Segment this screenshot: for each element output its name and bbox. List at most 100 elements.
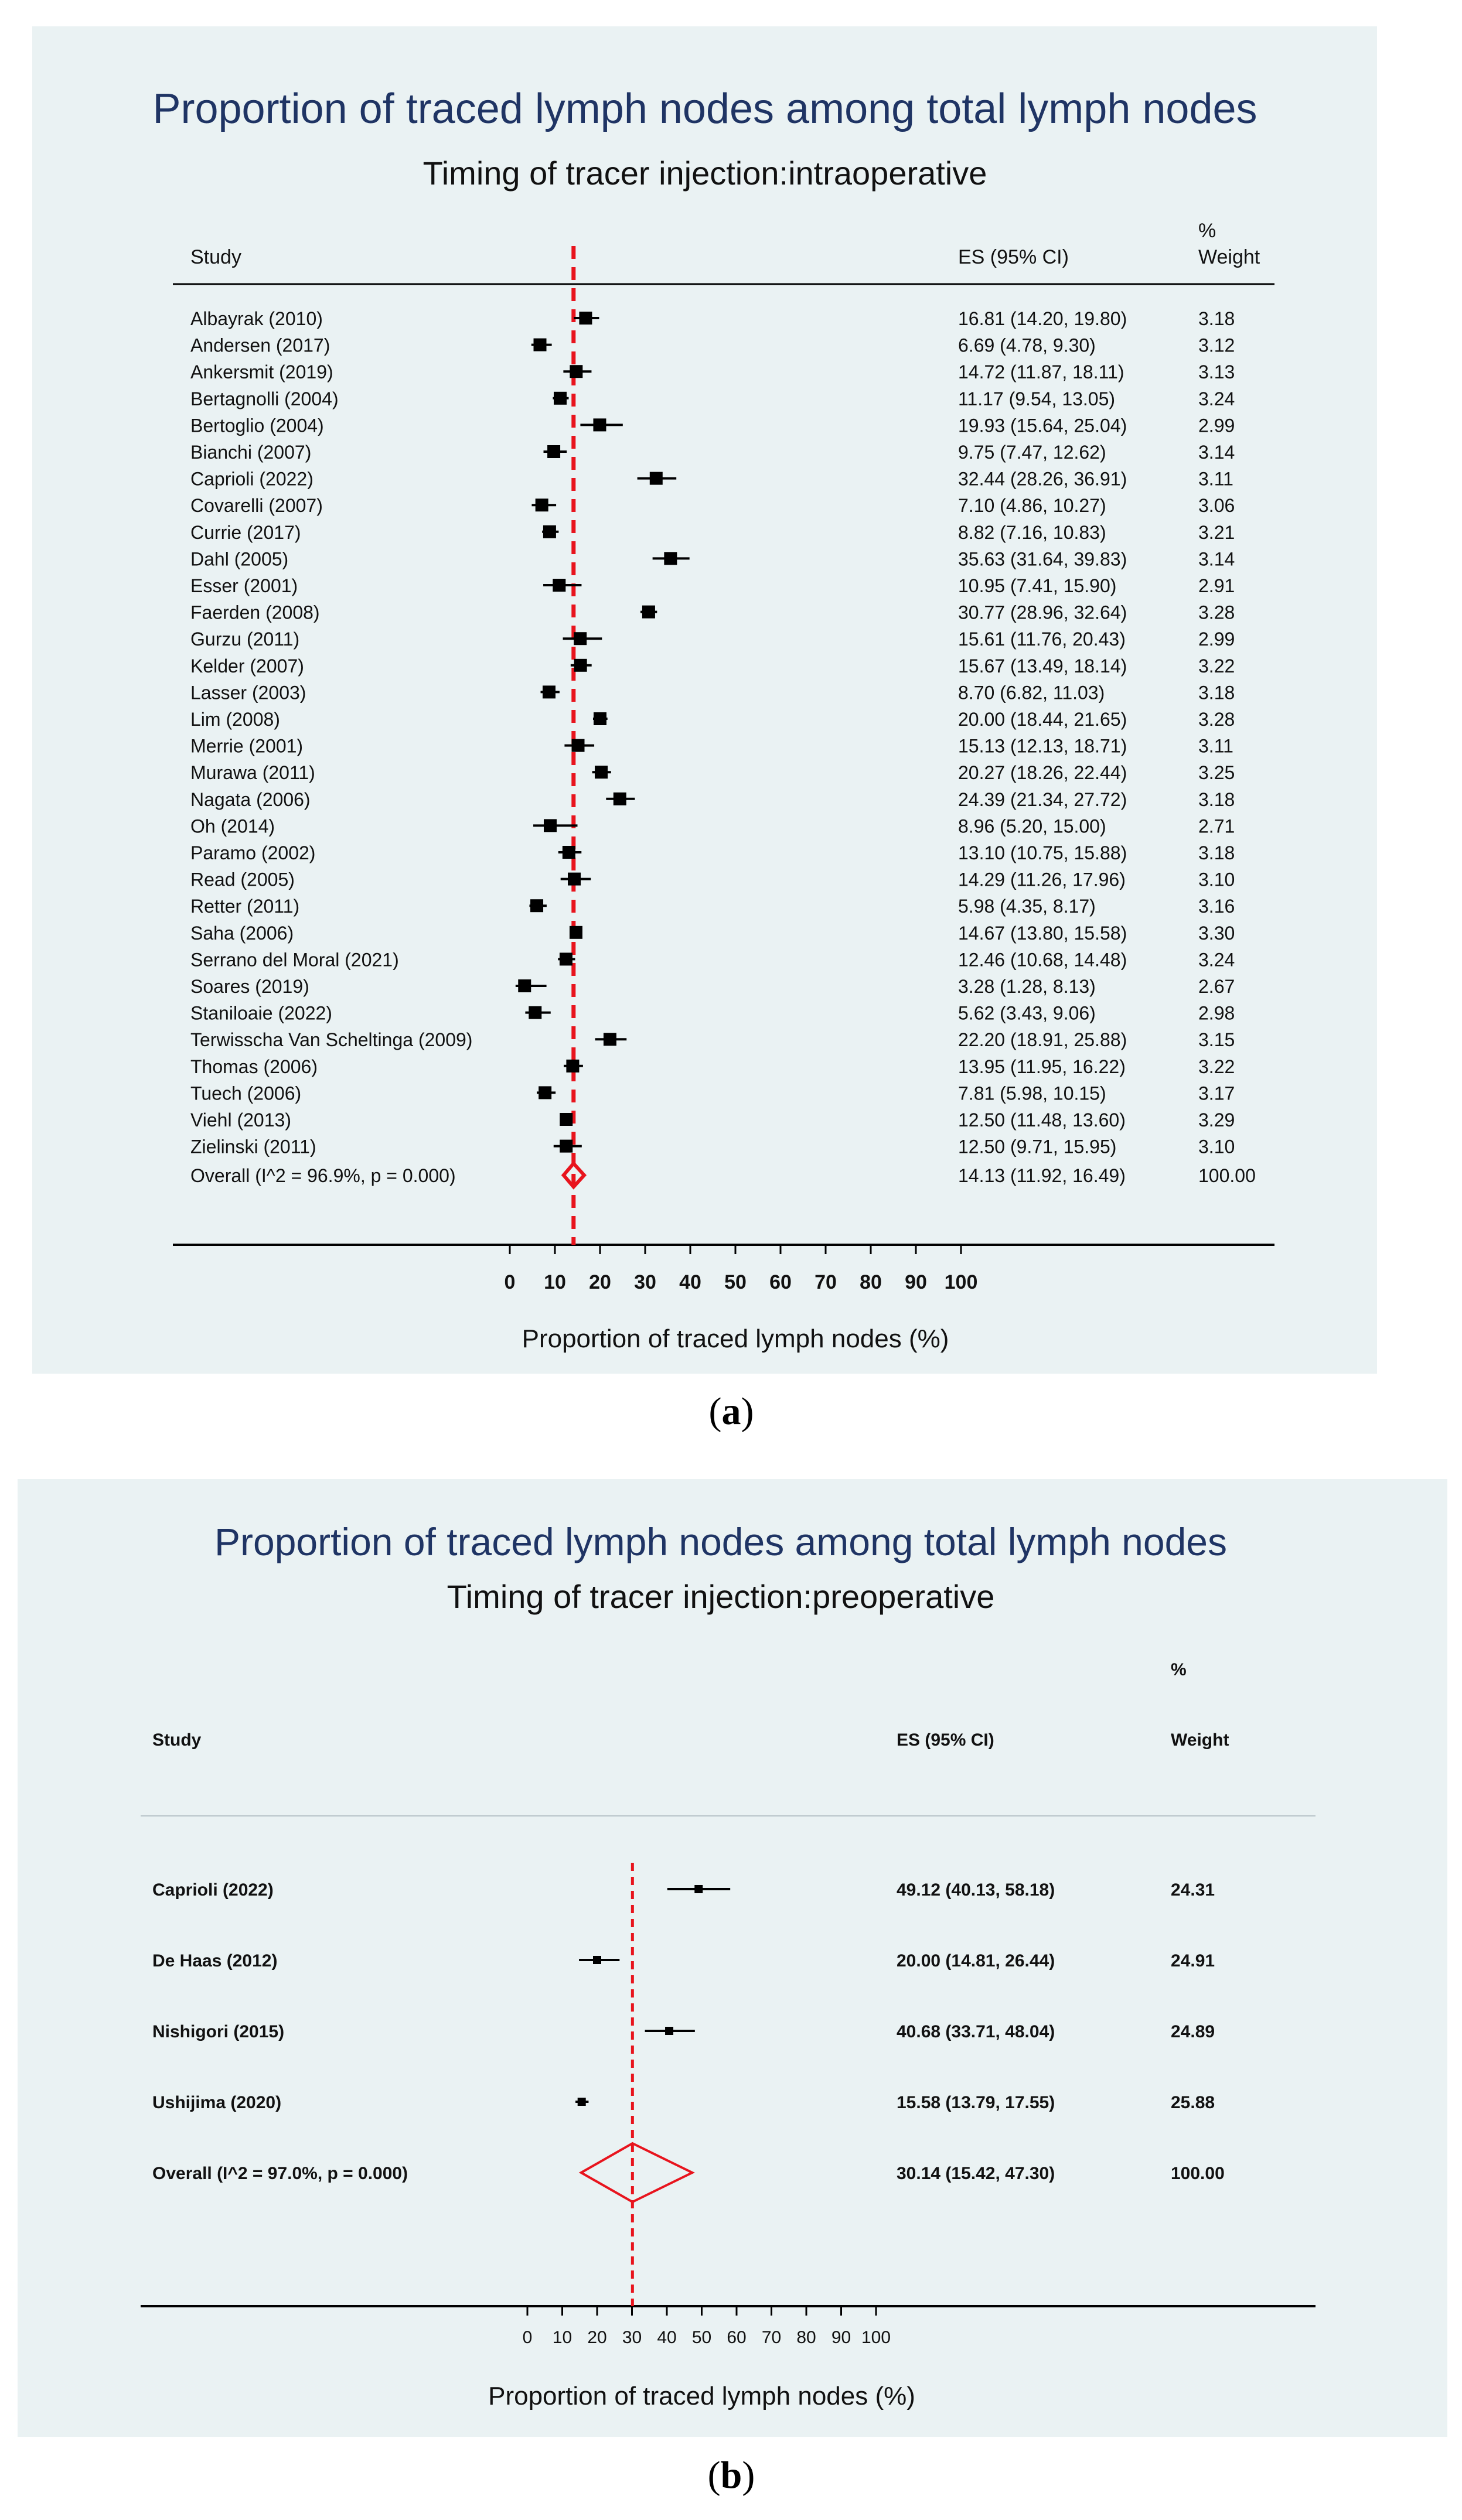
study-point-marker	[547, 445, 561, 458]
study-label: Dahl (2005)	[190, 548, 288, 569]
study-point-marker	[562, 846, 575, 859]
forest-plot-b: Proportion of traced lymph nodes among t…	[141, 1520, 1316, 2410]
study-ci-text: 7.81 (5.98, 10.15)	[958, 1083, 1106, 1104]
study-weight: 3.14	[1198, 548, 1235, 569]
study-weight: 3.28	[1198, 602, 1235, 623]
study-point-marker	[593, 1956, 601, 1964]
study-ci-text: 14.29 (11.26, 17.96)	[958, 869, 1126, 890]
forest-plot-panel-b: Proportion of traced lymph nodes among t…	[18, 1479, 1447, 2437]
study-label: Soares (2019)	[190, 976, 309, 997]
study-label: Oh (2014)	[190, 815, 275, 836]
study-point-marker	[542, 685, 556, 699]
study-point-marker	[595, 766, 608, 779]
study-point-marker	[529, 1006, 542, 1019]
overall-diamond	[561, 1160, 587, 1190]
study-weight: 3.06	[1198, 495, 1235, 516]
header-weight-percent: %	[1198, 220, 1216, 242]
study-ci-text: 8.70 (6.82, 11.03)	[958, 682, 1105, 703]
overall-weight: 100.00	[1171, 2164, 1225, 2183]
x-tick-label: 30	[622, 2328, 642, 2347]
overall-weight: 100.00	[1198, 1165, 1256, 1186]
study-point-marker	[593, 418, 606, 432]
study-ci-text: 19.93 (15.64, 25.04)	[958, 415, 1127, 436]
study-label: Kelder (2007)	[190, 655, 304, 677]
study-ci-text: 30.77 (28.96, 32.64)	[958, 602, 1127, 623]
study-label: Caprioli (2022)	[152, 1880, 274, 1900]
chart-title: Proportion of traced lymph nodes among t…	[152, 86, 1257, 132]
study-point-marker	[543, 525, 556, 538]
study-label: Lasser (2003)	[190, 682, 306, 703]
study-label: Bertoglio (2004)	[190, 415, 324, 436]
study-point-marker	[694, 1885, 703, 1893]
study-label: Tuech (2006)	[190, 1083, 301, 1104]
study-weight: 25.88	[1171, 2093, 1215, 2112]
study-ci-text: 9.75 (7.47, 12.62)	[958, 442, 1106, 463]
x-tick-label: 20	[589, 1271, 611, 1293]
study-point-marker	[553, 579, 566, 592]
study-point-marker	[574, 632, 587, 646]
study-weight: 3.10	[1198, 869, 1235, 890]
study-weight: 3.12	[1198, 335, 1235, 356]
x-tick-label: 80	[860, 1271, 882, 1293]
study-weight: 2.71	[1198, 815, 1235, 836]
study-ci-text: 5.98 (4.35, 8.17)	[958, 896, 1096, 917]
header-weight: Weight	[1198, 246, 1260, 268]
header-weight: Weight	[1171, 1730, 1229, 1750]
study-label: Paramo (2002)	[190, 842, 315, 863]
study-weight: 24.89	[1171, 2022, 1215, 2041]
study-point-marker	[560, 1139, 573, 1153]
study-point-marker	[642, 605, 655, 619]
study-ci-text: 10.95 (7.41, 15.90)	[958, 575, 1116, 596]
study-ci-text: 13.10 (10.75, 15.88)	[958, 842, 1127, 863]
x-tick-label: 90	[831, 2328, 851, 2347]
study-point-marker	[665, 2027, 674, 2035]
study-ci-text: 12.50 (11.48, 13.60)	[958, 1109, 1126, 1131]
study-weight: 3.18	[1198, 789, 1235, 810]
study-ci-text: 8.82 (7.16, 10.83)	[958, 522, 1106, 543]
x-axis-label: Proportion of traced lymph nodes (%)	[522, 1324, 949, 1353]
x-tick-label: 10	[544, 1271, 566, 1293]
study-label: Staniloaie (2022)	[190, 1003, 332, 1024]
header-es: ES (95% CI)	[897, 1730, 994, 1750]
study-weight: 3.18	[1198, 842, 1235, 863]
study-weight: 3.18	[1198, 308, 1235, 329]
x-tick-label: 60	[769, 1271, 792, 1293]
study-weight: 3.18	[1198, 682, 1235, 703]
study-ci-text: 15.67 (13.49, 18.14)	[958, 655, 1127, 677]
study-weight: 2.99	[1198, 629, 1235, 650]
study-label: Bertagnolli (2004)	[190, 388, 339, 409]
study-point-marker	[560, 1113, 573, 1126]
study-weight: 3.24	[1198, 388, 1235, 409]
study-point-marker	[570, 365, 583, 378]
header-weight-percent: %	[1171, 1660, 1187, 1679]
study-ci-text: 7.10 (4.86, 10.27)	[958, 495, 1106, 516]
study-weight: 24.31	[1171, 1880, 1215, 1900]
study-weight: 3.28	[1198, 709, 1235, 730]
study-point-marker	[579, 312, 592, 325]
study-label: Nagata (2006)	[190, 789, 311, 810]
x-tick-label: 0	[505, 1271, 516, 1293]
study-ci-text: 24.39 (21.34, 27.72)	[958, 789, 1127, 810]
study-point-marker	[574, 658, 587, 672]
x-tick-label: 40	[679, 1271, 701, 1293]
x-tick-label: 80	[796, 2328, 816, 2347]
study-label: Thomas (2006)	[190, 1056, 318, 1077]
caption-a: (a)	[708, 1390, 754, 1433]
study-point-marker	[649, 472, 663, 485]
overall-ci-text: 14.13 (11.92, 16.49)	[958, 1165, 1126, 1186]
study-weight: 2.99	[1198, 415, 1235, 436]
study-weight: 3.10	[1198, 1136, 1235, 1157]
study-label: Zielinski (2011)	[190, 1136, 316, 1157]
header-es: ES (95% CI)	[958, 246, 1069, 268]
study-label: Read (2005)	[190, 869, 295, 890]
x-tick-label: 50	[692, 2328, 711, 2347]
study-ci-text: 49.12 (40.13, 58.18)	[897, 1880, 1055, 1900]
x-axis-label: Proportion of traced lymph nodes (%)	[488, 2382, 915, 2410]
study-ci-text: 12.50 (9.71, 15.95)	[958, 1136, 1116, 1157]
chart-title: Proportion of traced lymph nodes among t…	[214, 1520, 1227, 1563]
study-ci-text: 35.63 (31.64, 39.83)	[958, 548, 1127, 569]
study-label: Nishigori (2015)	[152, 2022, 284, 2041]
study-ci-text: 8.96 (5.20, 15.00)	[958, 815, 1106, 836]
study-label: Andersen (2017)	[190, 335, 330, 356]
study-ci-text: 15.13 (12.13, 18.71)	[958, 736, 1127, 757]
